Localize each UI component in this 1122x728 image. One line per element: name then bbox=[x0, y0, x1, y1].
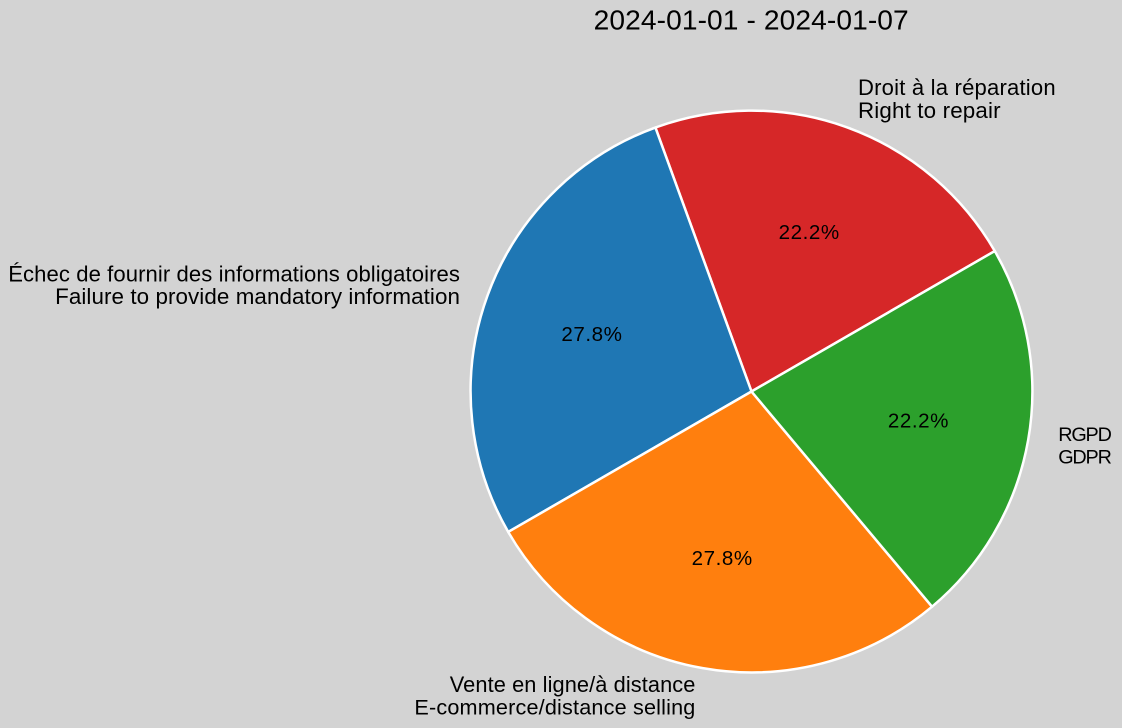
svg-text:22.2%: 22.2% bbox=[888, 410, 949, 433]
svg-text:Failure to provide mandatory i: Failure to provide mandatory information bbox=[55, 284, 460, 309]
svg-text:GDPR: GDPR bbox=[1058, 447, 1111, 469]
svg-text:2024-01-01 - 2024-01-07: 2024-01-01 - 2024-01-07 bbox=[594, 5, 909, 36]
svg-text:Vente en ligne/à distance: Vente en ligne/à distance bbox=[450, 672, 696, 697]
svg-text:27.8%: 27.8% bbox=[692, 547, 753, 570]
svg-text:Right to repair: Right to repair bbox=[858, 98, 1001, 123]
svg-text:E-commerce/distance selling: E-commerce/distance selling bbox=[414, 694, 695, 719]
svg-text:RGPD: RGPD bbox=[1058, 424, 1111, 446]
svg-text:Droit à la réparation: Droit à la réparation bbox=[858, 75, 1056, 100]
svg-text:Échec de fournir des informati: Échec de fournir des informations obliga… bbox=[8, 262, 460, 287]
svg-text:27.8%: 27.8% bbox=[561, 323, 622, 346]
svg-text:22.2%: 22.2% bbox=[779, 221, 840, 244]
